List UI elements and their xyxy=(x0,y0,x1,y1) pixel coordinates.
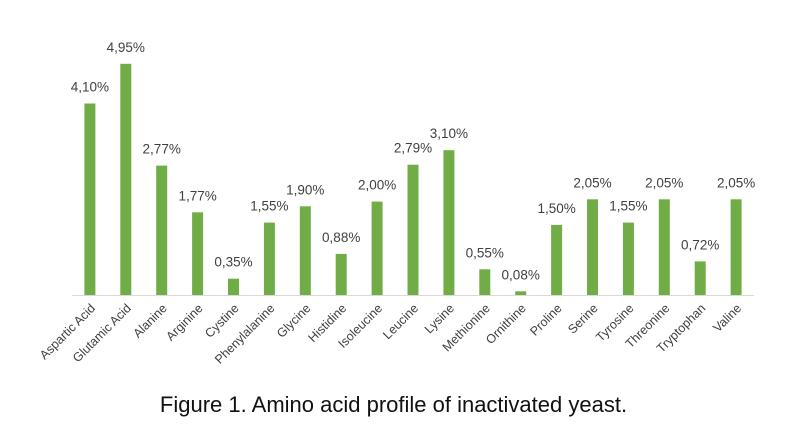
data-label-lysine: 3,10% xyxy=(430,126,468,141)
category-label-ornithine: Ornithine xyxy=(483,301,529,347)
data-label-isoleucine: 2,00% xyxy=(358,178,396,193)
data-label-histidine: 0,88% xyxy=(322,230,360,245)
data-label-arginine: 1,77% xyxy=(178,188,216,203)
bar-aspartic-acid xyxy=(84,103,96,295)
bar-threonine xyxy=(658,199,670,295)
bar-alanine xyxy=(156,165,168,295)
data-label-aspartic-acid: 4,10% xyxy=(71,80,109,95)
bar-phenylalanine xyxy=(263,222,275,295)
data-label-tyrosine: 1,55% xyxy=(609,199,647,214)
bar-valine xyxy=(730,199,742,295)
bar-serine xyxy=(587,199,598,295)
data-label-tryptophan: 0,72% xyxy=(681,237,719,252)
bar-leucine xyxy=(407,164,419,295)
value-labels-layer: 4,10% 4,95% 2,77% 1,77% 0,35% 1,55% 1,90% 0,88%… xyxy=(71,40,755,282)
bars-layer xyxy=(84,63,742,295)
bar-glutamic-acid xyxy=(120,63,132,295)
bar-tryptophan xyxy=(694,261,706,295)
amino-acid-bar-chart: 4,10% 4,95% 2,77% 1,77% 0,35% 1,55% 1,90% 0,88%… xyxy=(37,40,755,367)
figure-caption: Figure 1. Amino acid profile of inactiva… xyxy=(159,392,628,417)
bar-proline xyxy=(551,224,563,295)
category-label-proline: Proline xyxy=(527,301,564,338)
bar-isoleucine xyxy=(371,201,383,295)
data-label-glycine: 1,90% xyxy=(286,182,324,197)
data-label-serine: 2,05% xyxy=(573,175,611,190)
bar-histidine xyxy=(335,253,347,295)
data-label-cystine: 0,35% xyxy=(214,255,252,270)
data-label-threonine: 2,05% xyxy=(645,175,683,190)
bar-tyrosine xyxy=(622,222,634,295)
bar-arginine xyxy=(192,212,204,295)
data-label-ornithine: 0,08% xyxy=(502,267,540,282)
data-label-methionine: 0,55% xyxy=(466,245,504,260)
bar-cystine xyxy=(228,278,239,295)
bar-glycine xyxy=(299,206,311,295)
data-label-phenylalanine: 1,55% xyxy=(250,199,288,214)
category-label-leucine: Leucine xyxy=(380,301,421,342)
data-label-alanine: 2,77% xyxy=(143,142,181,157)
bar-lysine xyxy=(443,150,455,295)
bar-ornithine xyxy=(515,291,527,295)
bar-methionine xyxy=(479,269,491,295)
category-label-valine: Valine xyxy=(710,301,744,335)
data-label-valine: 2,05% xyxy=(717,175,755,190)
data-label-glutamic-acid: 4,95% xyxy=(107,40,145,55)
chart-area: 4,10% 4,95% 2,77% 1,77% 0,35% 1,55% 1,90% 0,88%… xyxy=(37,40,755,367)
category-label-arginine: Arginine xyxy=(163,301,205,343)
data-label-leucine: 2,79% xyxy=(394,141,432,156)
data-label-proline: 1,50% xyxy=(537,201,575,216)
